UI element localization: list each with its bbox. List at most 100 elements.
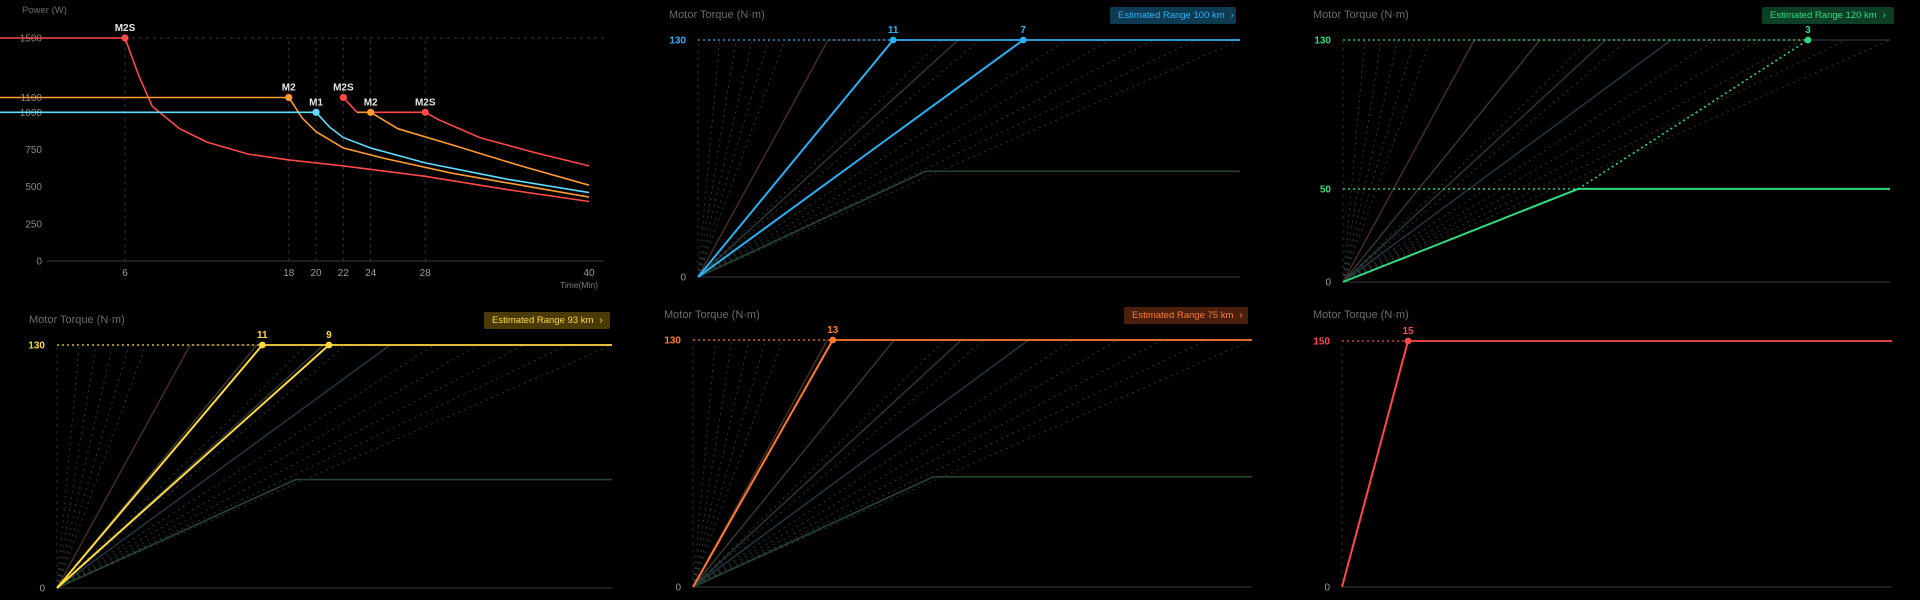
active-torque-line [56,344,330,589]
power-series-line [0,37,590,203]
marker-label: M2S [115,23,136,34]
dashed-extension-line [1577,39,1809,190]
marker-dot [285,93,293,102]
chevron-right-icon: › [599,315,603,326]
power-chart-panel: Power (W) 6 18 20 22 24 28 40 1500 1100 1000 750 50… [0,0,640,300]
active-torque-line [697,39,894,278]
highlight-label: 11 [257,330,268,341]
ghost-fan-line [1342,39,1415,283]
ghost-curve-line [56,344,391,589]
ghost-fan-line [697,39,769,278]
torque-axis-label: Motor Torque (N·m) [664,309,760,321]
ghost-fan-line [1342,39,1759,283]
ghost-fan-line [1342,39,1431,283]
marker-dot [367,108,375,116]
active-torque-line [56,344,264,589]
torque-panel-red: Motor Torque (N·m) 150 0 15 [1280,300,1920,600]
ghost-fan-line [692,339,1253,588]
highlight-label: 11 [888,25,899,36]
marker-label: M1 [309,97,323,108]
y-tick-label: 750 [25,145,42,156]
ghost-fan-line [1342,39,1628,283]
highlight-label: 3 [1805,25,1811,36]
x-tick-label: 24 [365,268,377,279]
estimated-range-text: Estimated Range 93 km [492,315,594,326]
marker-dot [121,34,129,42]
ghost-fan-line [56,344,97,589]
y-tick-label: 150 [1313,337,1330,348]
torque-chart: 150 0 15 [1313,326,1892,594]
ghost-fan-line [697,39,786,278]
ghost-fan-line [697,39,1067,278]
ghost-curve-line [692,339,1029,588]
highlight-label: 7 [1020,25,1026,36]
ghost-fan-line [692,339,767,588]
ghost-fan-line [692,339,1208,588]
power-series-line [0,96,590,198]
ghost-fan-line [692,339,945,588]
active-torque-line [1341,340,1409,588]
x-tick-label: 28 [420,268,432,279]
torque-axis-label: Motor Torque (N·m) [1313,9,1409,21]
torque-chart: 130 0 50 3 [1314,25,1891,289]
x-tick-label: 18 [283,268,295,279]
torque-axis-label: Motor Torque (N·m) [669,9,765,21]
chevron-right-icon: › [1239,310,1243,321]
active-torque-line [697,39,1024,278]
ghost-fan-line [56,344,147,589]
y-tick-label: 500 [25,182,42,193]
highlight-dot [1019,36,1027,44]
active-torque-curve [1342,187,1890,283]
ghost-curve-line [692,339,962,588]
ghost-curve-line [1342,39,1541,283]
estimated-range-badge[interactable]: Estimated Range 120 km › [1762,7,1894,24]
highlight-label: 9 [326,330,332,341]
chevron-right-icon: › [1882,10,1887,21]
ghost-curve-line [692,339,895,588]
ghost-curve-line [697,39,829,278]
ghost-fan-line [697,39,737,278]
estimated-range-badge[interactable]: Estimated Range 100 km › [1110,7,1236,24]
ghost-fan-line [697,39,981,278]
marker-dot [312,108,320,116]
y-tick-label: 250 [25,219,42,230]
estimated-range-text: Estimated Range 100 km [1118,10,1225,21]
highlight-dot [325,341,333,349]
torque-axis-label: Motor Torque (N·m) [1313,309,1409,321]
y-tick-label: 0 [1324,583,1330,594]
highlight-dot [829,336,837,344]
ghost-fan-line [692,339,716,588]
ghost-fan-line [697,39,721,278]
ghost-fan-line [56,344,613,589]
power-series-line [370,111,590,167]
chevron-right-icon: › [1230,10,1235,21]
ghost-fan-line [56,344,480,589]
ghost-curve-line [1342,39,1607,283]
y-tick-label: 1500 [20,34,43,45]
estimated-range-badge[interactable]: Estimated Range 75 km › [1124,307,1248,324]
ghost-fan-line [692,339,985,588]
estimated-range-text: Estimated Range 120 km [1770,10,1877,21]
ghost-fan-line [1342,39,1382,283]
highlight-label: 13 [827,325,839,336]
ghost-fan-line [697,39,1111,278]
marker-dot [421,108,429,116]
marker-dot [339,93,347,102]
y-tick-label: 1100 [20,93,42,104]
ghost-fan-line [697,39,1154,278]
ghost-fan-line [697,39,1241,278]
marker-label: M2S [415,97,436,108]
estimated-range-badge[interactable]: Estimated Range 93 km › [484,312,610,329]
torque-panel-yellow: Motor Torque (N·m) Estimated Range 93 km… [0,300,640,600]
ghost-fan-line [692,339,783,588]
power-series-line [357,111,590,186]
ghost-curve-line [56,344,191,589]
ghost-fan-line [56,344,346,589]
ghost-green-curve [692,476,1252,588]
y-tick-label: 0 [1325,278,1331,289]
x-tick-label: 40 [583,268,595,279]
ghost-fan-line [697,39,943,278]
ghost-fan-line [56,344,524,589]
highlight-dot [889,36,897,44]
active-torque-line [692,339,834,588]
